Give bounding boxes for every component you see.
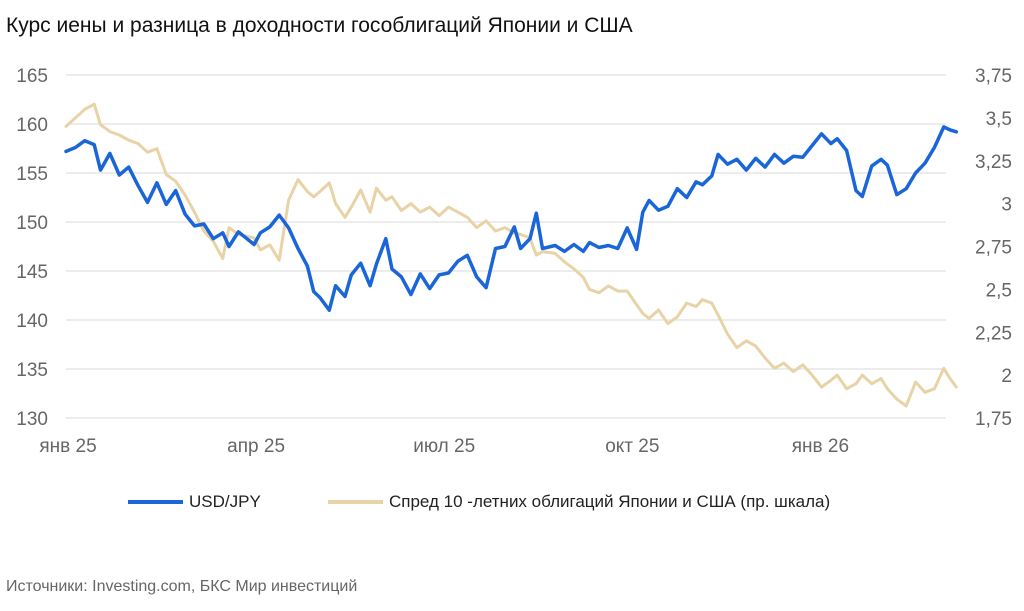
x-tick-label: июл 25 xyxy=(413,436,475,457)
legend-label-spread: Спред 10 -летних облигаций Японии и США … xyxy=(389,492,831,511)
y-left-tick-label: 145 xyxy=(16,262,48,283)
legend-item-spread: Спред 10 -летних облигаций Японии и США … xyxy=(328,492,830,512)
y-right-tick-label: 1,75 xyxy=(975,409,1012,430)
y-left-tick-label: 160 xyxy=(16,115,48,136)
series-lines xyxy=(64,102,959,408)
chart-title: Курс иены и разница в доходности гособли… xyxy=(6,14,633,37)
y-right-tick-label: 2,25 xyxy=(975,323,1012,344)
y-right-tick-label: 3,75 xyxy=(975,66,1012,87)
y-left-tick-label: 140 xyxy=(16,311,48,332)
legend-swatch-usdjpy xyxy=(128,500,183,504)
y-right-tick-label: 3,25 xyxy=(975,152,1012,173)
grid-lines xyxy=(66,74,946,419)
x-tick-label: янв 26 xyxy=(792,436,849,457)
y-right-tick-label: 2,5 xyxy=(986,280,1012,301)
series-line-usdjpy xyxy=(64,125,959,312)
chart-svg: 130 135 140 145 150 155 160 165 1,75 2 2,25 2,5 2,7… xyxy=(16,66,1012,457)
y-axis-right: 1,75 2 2,25 2,5 2,75 3 3,25 3,5 3,75 xyxy=(975,66,1012,430)
y-left-tick-label: 155 xyxy=(16,164,48,185)
x-axis: янв 25 апр 25 июл 25 окт 25 янв 26 xyxy=(39,436,849,457)
source-note: Источники: Investing.com, БКС Мир инвест… xyxy=(6,578,358,595)
x-tick-label: янв 25 xyxy=(39,436,96,457)
legend-item-usdjpy: USD/JPY xyxy=(128,492,261,512)
y-right-tick-label: 3 xyxy=(1001,195,1012,216)
legend-label-usdjpy: USD/JPY xyxy=(189,492,261,511)
y-right-tick-label: 2 xyxy=(1001,366,1012,387)
y-right-tick-label: 3,5 xyxy=(986,109,1012,130)
x-tick-label: апр 25 xyxy=(227,436,285,457)
series-line-spread xyxy=(64,102,958,408)
y-left-tick-label: 135 xyxy=(16,360,48,381)
y-left-tick-label: 165 xyxy=(16,66,48,87)
y-left-tick-label: 150 xyxy=(16,213,48,234)
y-right-tick-label: 2,75 xyxy=(975,238,1012,259)
y-left-tick-label: 130 xyxy=(16,409,48,430)
legend: USD/JPY Спред 10 -летних облигаций Япони… xyxy=(0,492,1024,518)
x-tick-label: окт 25 xyxy=(605,436,659,457)
y-axis-left: 130 135 140 145 150 155 160 165 xyxy=(16,66,48,430)
legend-swatch-spread xyxy=(328,500,383,504)
